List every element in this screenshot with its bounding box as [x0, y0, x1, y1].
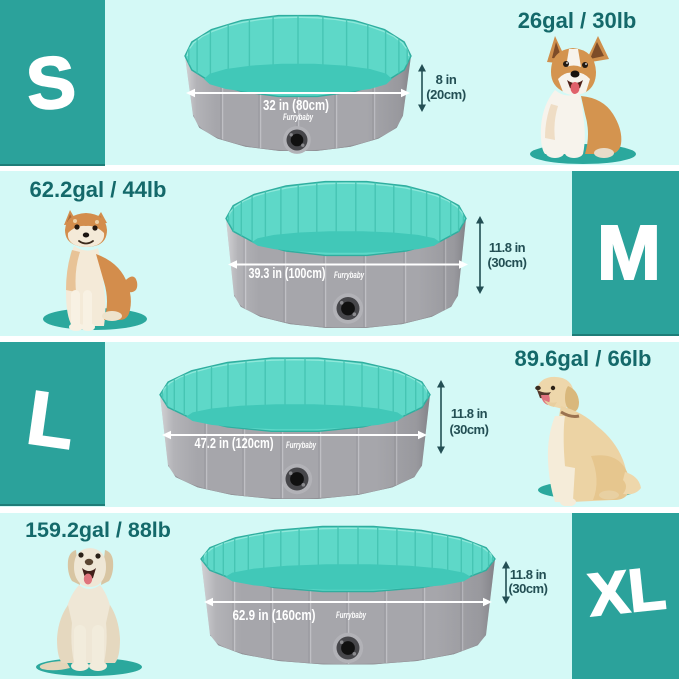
svg-text:Furrybaby: Furrybaby: [283, 112, 314, 122]
svg-text:62.9 in (160cm): 62.9 in (160cm): [233, 607, 316, 624]
svg-text:47.2 in (120cm): 47.2 in (120cm): [195, 435, 274, 452]
svg-text:Furrybaby: Furrybaby: [334, 270, 365, 280]
svg-text:39.3 in (100cm): 39.3 in (100cm): [249, 265, 326, 282]
svg-text:32 in (80cm): 32 in (80cm): [263, 97, 329, 114]
svg-text:Furrybaby: Furrybaby: [286, 440, 317, 450]
svg-text:Furrybaby: Furrybaby: [336, 610, 367, 620]
